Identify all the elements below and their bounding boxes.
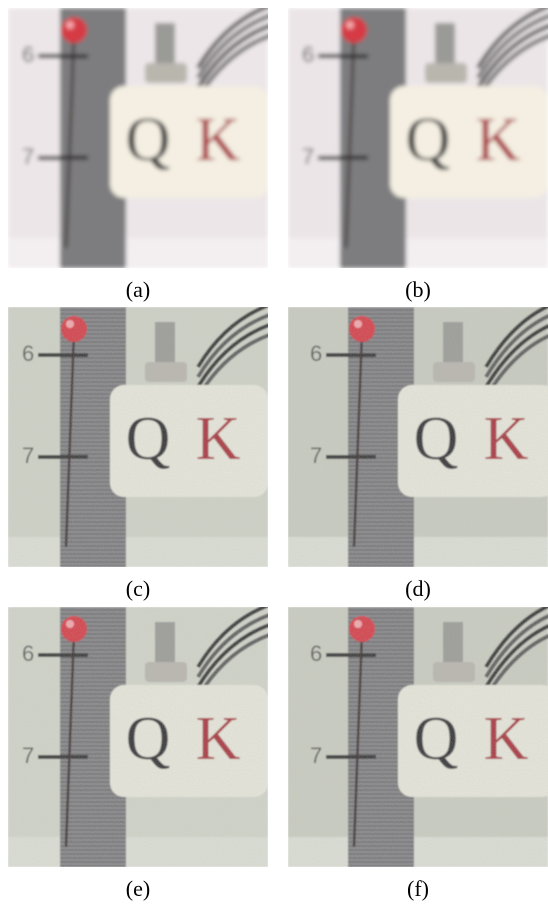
noise xyxy=(288,607,548,867)
ruler-label: 7 xyxy=(302,144,314,169)
pin-head xyxy=(341,17,367,43)
panel-caption: (c) xyxy=(126,576,150,601)
panel-caption: (b) xyxy=(405,277,431,302)
figure: QK67(a)QK67(b)QK67(c)QK67(d)QK67(e)QK67(… xyxy=(0,0,548,907)
card-letter: Q xyxy=(406,106,451,174)
ruler-label: 7 xyxy=(22,144,34,169)
panel-caption: (f) xyxy=(407,876,429,901)
ruler-label: 6 xyxy=(302,42,314,67)
noise xyxy=(8,307,268,567)
card-letter: K xyxy=(476,106,521,174)
screw-nut xyxy=(425,63,467,83)
card-letter: K xyxy=(196,106,241,174)
pin-highlight xyxy=(66,21,74,29)
panel-caption: (d) xyxy=(405,576,431,601)
floor xyxy=(8,238,268,268)
floor xyxy=(288,238,548,268)
pin-head xyxy=(61,17,87,43)
panel-caption: (a) xyxy=(126,277,150,302)
pin-highlight xyxy=(346,21,354,29)
noise xyxy=(8,607,268,867)
card-letter: Q xyxy=(126,106,171,174)
screw xyxy=(435,23,455,68)
screw xyxy=(155,23,175,68)
panel-caption: (e) xyxy=(126,876,150,901)
noise xyxy=(288,307,548,567)
screw-nut xyxy=(145,63,187,83)
ruler-label: 6 xyxy=(22,42,34,67)
